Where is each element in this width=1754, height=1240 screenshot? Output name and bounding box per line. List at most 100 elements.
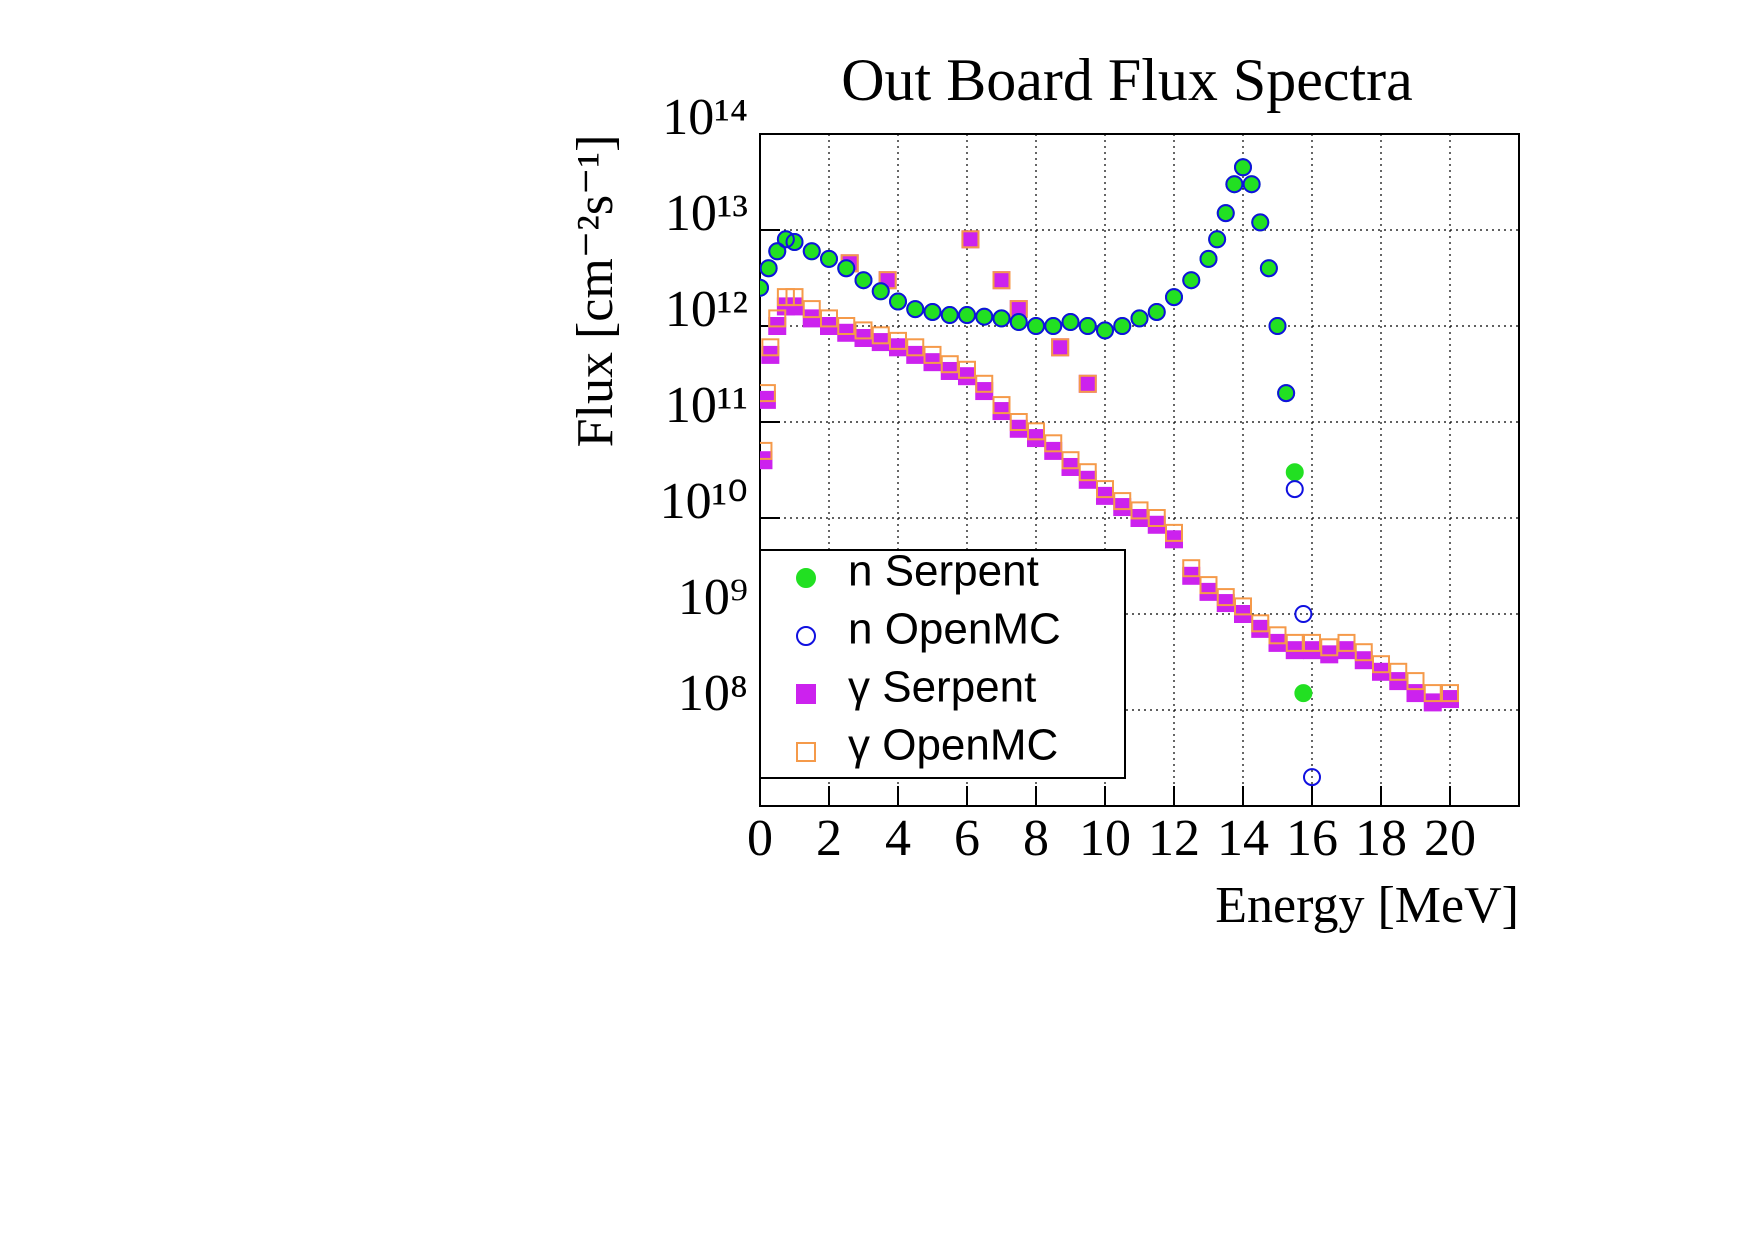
marker: [906, 338, 925, 357]
marker: [1320, 638, 1339, 657]
x-tick-label: 12: [1148, 810, 1200, 867]
marker: [992, 396, 1011, 415]
marker: [889, 338, 907, 357]
marker: [1208, 230, 1227, 249]
marker: [961, 230, 980, 249]
marker: [1165, 288, 1183, 307]
marker: [776, 230, 795, 249]
x-tick-label: 4: [885, 810, 911, 867]
marker: [1251, 614, 1270, 633]
marker: [1130, 501, 1149, 520]
legend-label: γ Serpent: [848, 663, 1036, 712]
marker: [1268, 626, 1287, 645]
marker: [785, 232, 804, 251]
marker: [958, 306, 976, 325]
x-tick-label: 16: [1286, 810, 1338, 867]
marker: [1277, 384, 1296, 403]
marker: [785, 288, 804, 307]
marker: [992, 309, 1011, 328]
marker: [1372, 655, 1390, 674]
marker: [1044, 434, 1063, 453]
marker: [796, 742, 816, 762]
marker: [1285, 463, 1304, 482]
y-tick-label: 10¹⁴: [662, 89, 748, 146]
marker: [1096, 486, 1114, 505]
y-tick-label: 10⁸: [678, 665, 748, 722]
marker: [940, 355, 959, 374]
marker: [1441, 684, 1459, 703]
y-tick-label: 10¹⁰: [660, 473, 748, 530]
marker: [1096, 480, 1114, 499]
marker: [1251, 213, 1270, 232]
marker: [975, 374, 994, 393]
marker: [1294, 684, 1313, 703]
marker: [1182, 271, 1201, 290]
chart-title: Out Board Flux Spectra: [841, 47, 1413, 113]
x-tick-label: 0: [747, 810, 773, 867]
marker: [889, 292, 907, 311]
marker: [1389, 672, 1408, 691]
y-tick-label: 10¹²: [665, 281, 748, 338]
marker: [1165, 523, 1183, 542]
marker: [906, 300, 925, 319]
marker: [1078, 317, 1097, 335]
y-tick-label: 10¹¹: [665, 377, 748, 434]
marker: [1044, 317, 1063, 335]
x-tick-label: 20: [1424, 810, 1476, 867]
marker: [1389, 662, 1408, 681]
marker: [992, 271, 1011, 290]
marker: [940, 306, 959, 325]
marker: [1078, 463, 1097, 482]
marker: [1216, 594, 1235, 613]
marker: [1051, 338, 1070, 357]
marker: [1441, 690, 1459, 709]
marker: [1078, 374, 1097, 393]
legend-label: n OpenMC: [848, 605, 1061, 654]
marker: [1303, 633, 1321, 652]
x-tick-label: 10: [1079, 810, 1131, 867]
marker: [1251, 619, 1270, 638]
plot-frame: [759, 133, 1520, 807]
marker: [1423, 684, 1442, 703]
data-layer: [760, 158, 1459, 787]
marker: [1199, 582, 1218, 601]
marker: [796, 568, 816, 588]
marker: [796, 684, 816, 704]
x-tick-label: 6: [954, 810, 980, 867]
marker: [1096, 321, 1114, 340]
marker: [768, 309, 787, 328]
marker: [1259, 259, 1278, 278]
marker: [1234, 158, 1252, 177]
marker: [802, 309, 821, 328]
marker: [992, 402, 1011, 421]
marker: [1061, 451, 1080, 470]
y-tick-label: 10⁹: [678, 569, 748, 626]
marker: [1199, 576, 1218, 595]
marker: [760, 384, 776, 403]
x-axis-label: Energy [MeV]: [1215, 877, 1519, 934]
marker: [871, 326, 890, 345]
x-tick-label: 14: [1217, 810, 1269, 867]
marker: [1078, 374, 1097, 393]
marker: [1406, 684, 1425, 703]
y-axis-label: Flux [cm⁻²s⁻¹]: [567, 135, 624, 448]
marker: [796, 626, 816, 646]
marker: [1061, 313, 1080, 332]
marker: [837, 259, 856, 278]
marker: [1234, 597, 1252, 616]
marker: [1147, 509, 1166, 527]
marker: [1113, 317, 1132, 335]
marker: [820, 309, 838, 328]
marker: [1027, 317, 1045, 335]
marker: [1182, 559, 1201, 578]
legend-label: γ OpenMC: [848, 721, 1058, 770]
marker: [768, 242, 787, 261]
marker: [1242, 175, 1261, 194]
marker: [760, 390, 776, 409]
marker: [820, 249, 838, 268]
marker: [1113, 498, 1132, 517]
marker: [1165, 530, 1183, 549]
marker: [958, 360, 976, 379]
marker: [802, 300, 821, 319]
